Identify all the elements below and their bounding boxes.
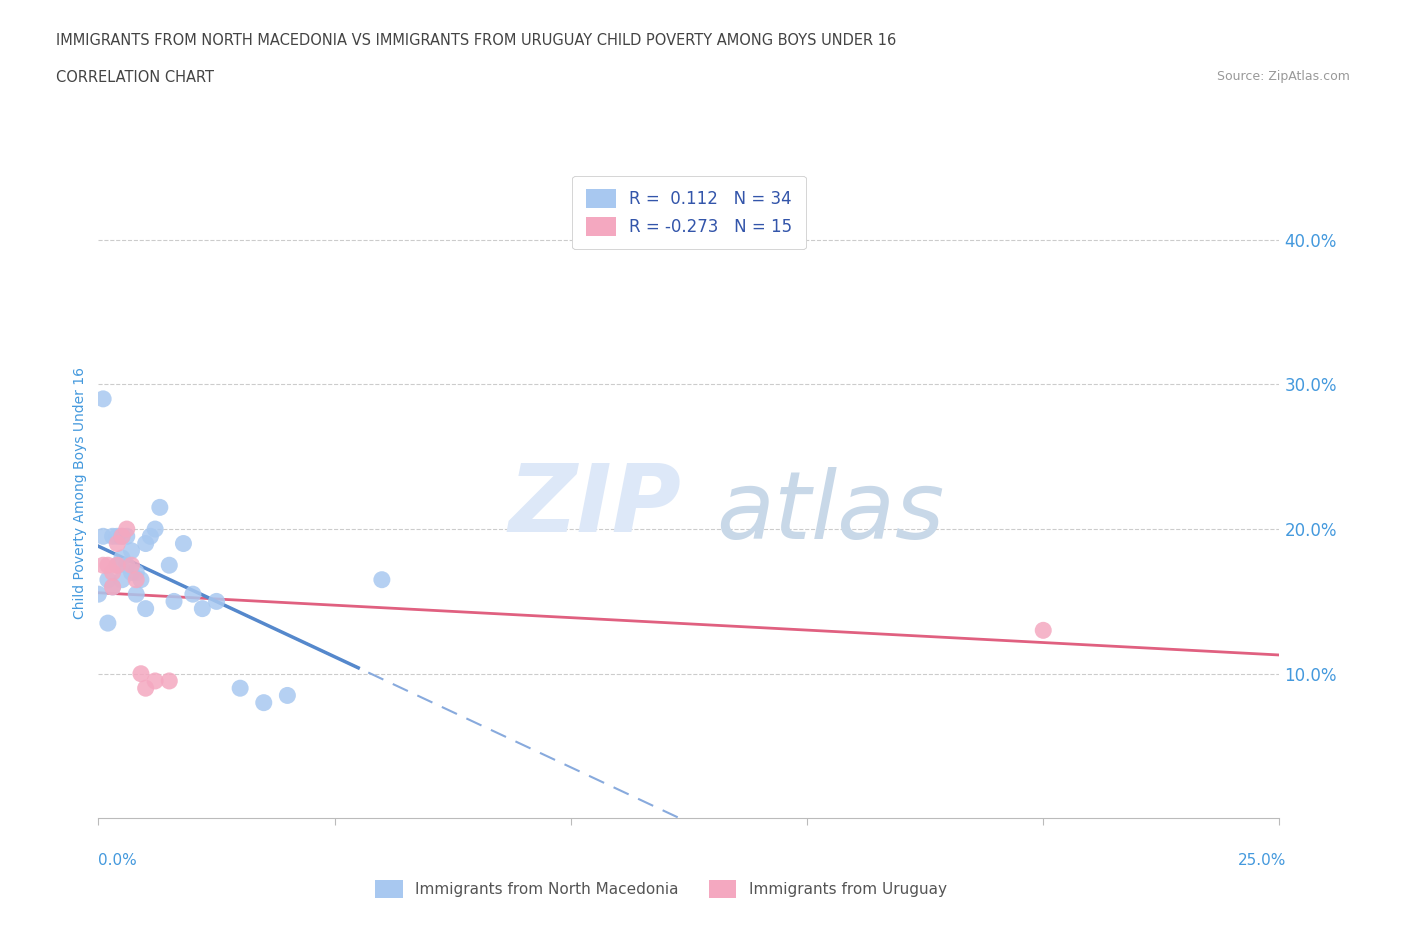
Point bbox=[121, 543, 143, 558]
Point bbox=[181, 587, 204, 602]
Point bbox=[105, 529, 128, 544]
Point bbox=[97, 572, 120, 587]
Point bbox=[101, 579, 124, 594]
Point bbox=[135, 681, 157, 696]
Point bbox=[253, 696, 276, 711]
Point bbox=[157, 558, 180, 573]
Point bbox=[157, 673, 180, 688]
Text: atlas: atlas bbox=[717, 467, 945, 558]
Point bbox=[91, 529, 114, 544]
Point bbox=[143, 673, 166, 688]
Point bbox=[101, 579, 124, 594]
Text: 25.0%: 25.0% bbox=[1239, 853, 1286, 868]
Point bbox=[129, 666, 152, 681]
Point bbox=[121, 558, 143, 573]
Point bbox=[191, 601, 214, 616]
Text: ZIP: ZIP bbox=[508, 460, 681, 551]
Point bbox=[205, 594, 228, 609]
Text: IMMIGRANTS FROM NORTH MACEDONIA VS IMMIGRANTS FROM URUGUAY CHILD POVERTY AMONG B: IMMIGRANTS FROM NORTH MACEDONIA VS IMMIG… bbox=[56, 33, 897, 47]
Y-axis label: Child Poverty Among Boys Under 16: Child Poverty Among Boys Under 16 bbox=[73, 367, 87, 618]
Point bbox=[105, 558, 128, 573]
Point bbox=[111, 529, 134, 544]
Point bbox=[371, 572, 394, 587]
Point bbox=[143, 522, 166, 537]
Point bbox=[276, 688, 298, 703]
Point bbox=[105, 536, 128, 551]
Point bbox=[172, 536, 194, 551]
Point bbox=[125, 565, 148, 580]
Point bbox=[121, 565, 143, 580]
Point bbox=[125, 572, 148, 587]
Point bbox=[91, 392, 114, 406]
Point bbox=[135, 601, 157, 616]
Point bbox=[97, 558, 120, 573]
Point bbox=[129, 572, 152, 587]
Point bbox=[111, 551, 134, 565]
Text: CORRELATION CHART: CORRELATION CHART bbox=[56, 70, 214, 85]
Point bbox=[111, 529, 134, 544]
Point bbox=[111, 572, 134, 587]
Point bbox=[87, 587, 110, 602]
Point bbox=[97, 616, 120, 631]
Point bbox=[115, 558, 138, 573]
Point bbox=[101, 565, 124, 580]
Point bbox=[149, 500, 172, 515]
Point bbox=[101, 529, 124, 544]
Point bbox=[91, 558, 114, 573]
Point bbox=[125, 587, 148, 602]
Text: 0.0%: 0.0% bbox=[98, 853, 138, 868]
Point bbox=[105, 558, 128, 573]
Point bbox=[115, 529, 138, 544]
Text: Source: ZipAtlas.com: Source: ZipAtlas.com bbox=[1216, 70, 1350, 83]
Point bbox=[115, 522, 138, 537]
Point bbox=[163, 594, 186, 609]
Point bbox=[139, 529, 162, 544]
Legend: R =  0.112   N = 34, R = -0.273   N = 15: R = 0.112 N = 34, R = -0.273 N = 15 bbox=[572, 176, 806, 249]
Legend: Immigrants from North Macedonia, Immigrants from Uruguay: Immigrants from North Macedonia, Immigra… bbox=[368, 874, 953, 904]
Point bbox=[229, 681, 252, 696]
Point bbox=[135, 536, 157, 551]
Point bbox=[1032, 623, 1054, 638]
